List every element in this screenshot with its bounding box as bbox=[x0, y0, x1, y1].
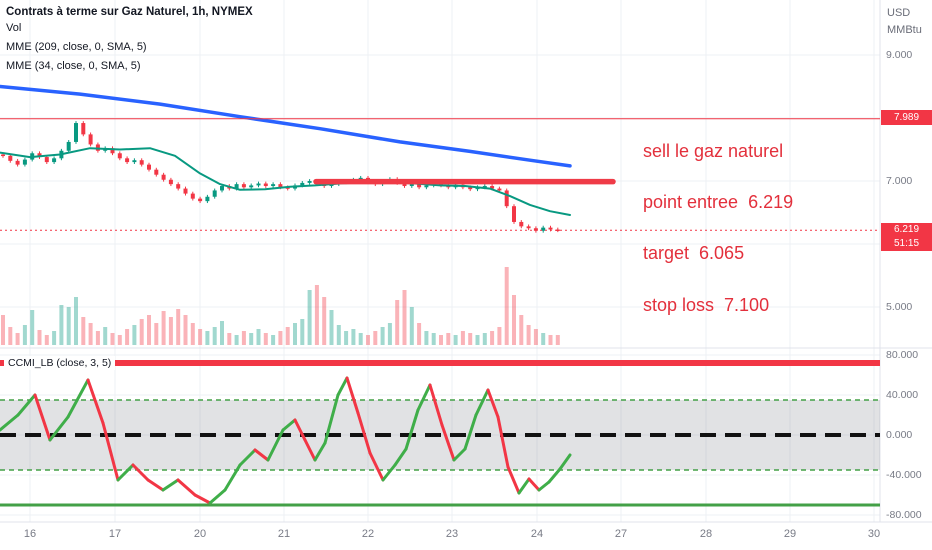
candles-layer bbox=[1, 121, 560, 233]
drawing-text-sell[interactable]: sell le gaz naturel bbox=[643, 141, 784, 161]
drawing-text-stoploss[interactable]: stop loss 7.100 bbox=[643, 295, 770, 315]
time-axis-label: 27 bbox=[614, 528, 628, 540]
time-axis-label: 24 bbox=[530, 528, 544, 540]
time-axis-label: 28 bbox=[699, 528, 713, 540]
time-axis-label: 22 bbox=[361, 528, 375, 540]
price-axis[interactable]: 9.000 7.000 5.000 80.000 40.000 0.000 -40.000 -… bbox=[880, 0, 932, 522]
axis-unit-measure: MMBtu bbox=[887, 24, 922, 36]
legend-volume[interactable]: Vol bbox=[6, 22, 22, 34]
time-axis-label: 30 bbox=[867, 528, 881, 540]
mme34-line bbox=[0, 147, 571, 216]
last-price-badge: 6.219 51:15 bbox=[881, 223, 932, 251]
drawing-text-target[interactable]: target 6.065 bbox=[643, 243, 745, 263]
panel-separators bbox=[0, 0, 932, 523]
price-axis-label: 9.000 bbox=[886, 49, 913, 61]
candle-countdown: 51:15 bbox=[893, 238, 920, 249]
oscillator-axis-label: 0.000 bbox=[886, 429, 913, 441]
oscillator-axis-label: -80.000 bbox=[886, 509, 922, 521]
oscillator-line bbox=[0, 376, 572, 505]
indicator-label[interactable]: CCMI_LB (close, 3, 5) bbox=[4, 356, 116, 370]
legend-mme209[interactable]: MME (209, close, 0, SMA, 5) bbox=[6, 41, 147, 53]
alert-price-badge: 7.989 bbox=[881, 110, 932, 125]
time-axis-label: 16 bbox=[23, 528, 37, 540]
oscillator-axis-label: 80.000 bbox=[886, 349, 919, 361]
price-axis-label: 7.000 bbox=[886, 175, 913, 187]
axis-unit-currency: USD bbox=[887, 7, 911, 19]
oscillator-axis-label: -40.000 bbox=[886, 469, 922, 481]
time-axis-label: 21 bbox=[277, 528, 291, 540]
drawing-text-entry[interactable]: point entree 6.219 bbox=[643, 192, 794, 212]
price-axis-label: 5.000 bbox=[886, 301, 913, 313]
time-axis-label: 17 bbox=[108, 528, 122, 540]
time-axis[interactable]: 16 17 20 21 22 23 24 27 28 29 30 bbox=[0, 522, 932, 550]
mme209-line bbox=[0, 84, 572, 168]
volume-layer bbox=[1, 267, 560, 345]
time-axis-label: 20 bbox=[193, 528, 207, 540]
last-price-value: 6.219 bbox=[893, 224, 920, 235]
time-axis-label: 29 bbox=[783, 528, 797, 540]
oscillator-axis-label: 40.000 bbox=[886, 389, 919, 401]
symbol-title[interactable]: Contrats à terme sur Gaz Naturel, 1h, NY… bbox=[6, 6, 253, 18]
legend: Contrats à terme sur Gaz Naturel, 1h, NY… bbox=[6, 5, 253, 76]
legend-mme34[interactable]: MME (34, close, 0, SMA, 5) bbox=[6, 60, 141, 72]
time-axis-label: 23 bbox=[445, 528, 459, 540]
